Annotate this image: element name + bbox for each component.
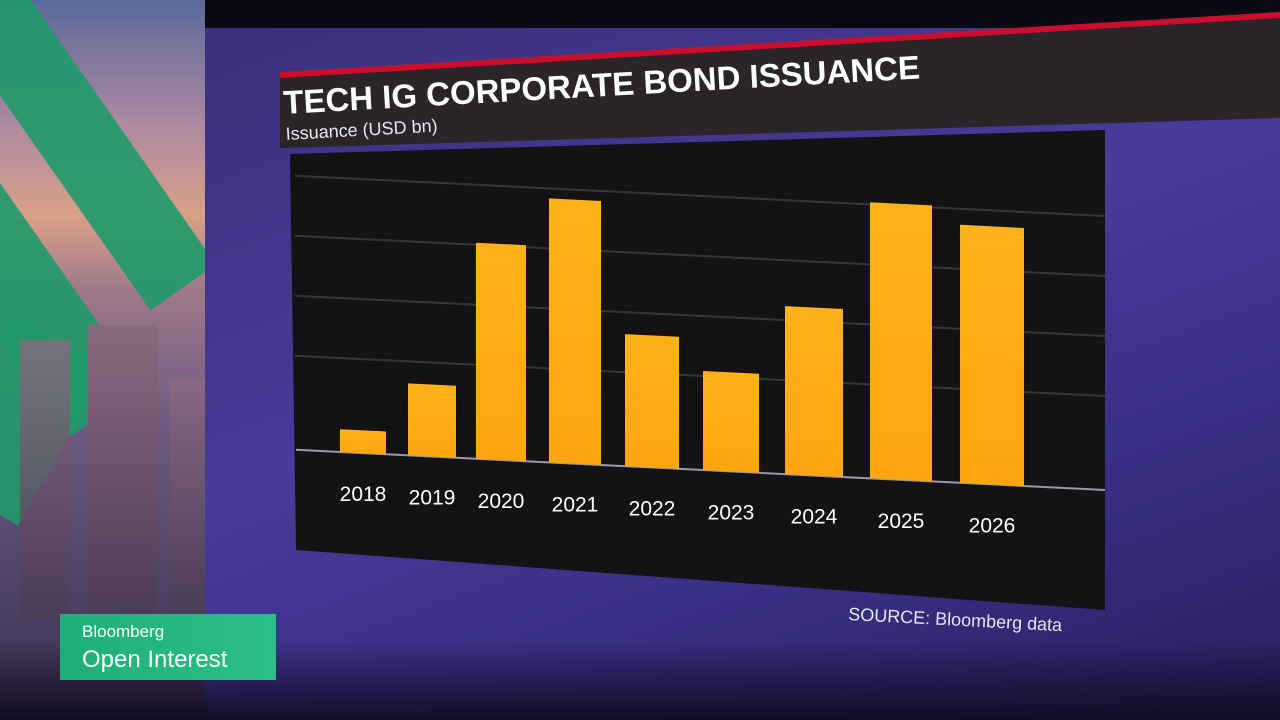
bar-2025 <box>870 202 932 482</box>
x-tick-label: 2026 <box>969 514 1016 537</box>
x-tick-label: 2024 <box>791 506 838 529</box>
x-tick-label: 2020 <box>478 490 525 513</box>
x-tick-label: 2023 <box>708 501 755 524</box>
x-tick-label: 2019 <box>409 487 456 510</box>
x-tick-label: 2021 <box>552 494 599 517</box>
bar-2020 <box>476 242 526 462</box>
x-tick-label: 2022 <box>629 497 676 520</box>
title-accent-line <box>280 12 1280 78</box>
gridline <box>294 174 1106 217</box>
bars <box>340 198 1024 487</box>
source-note: SOURCE: Bloomberg data <box>848 604 1064 635</box>
bar-2019 <box>408 383 456 458</box>
x-tick-label: 2025 <box>878 510 925 533</box>
bar-2021 <box>549 198 601 465</box>
x-tick-labels: 2018 2019 2020 2021 2022 2023 2024 2025 2026 <box>340 483 1016 537</box>
show-name: Open Interest <box>82 646 228 673</box>
backdrop-building <box>170 380 210 620</box>
bar-2026 <box>960 224 1024 487</box>
bar-2024 <box>785 306 843 477</box>
backdrop-building <box>88 325 158 625</box>
studio-city-backdrop <box>0 0 220 720</box>
bar-2022 <box>625 334 679 469</box>
x-tick-label: 2018 <box>340 483 387 506</box>
title-bar <box>280 14 1280 148</box>
bar-2018 <box>340 429 386 455</box>
backdrop-building <box>20 340 70 620</box>
show-branding: Bloomberg Open Interest <box>60 614 276 680</box>
bar-2023 <box>703 371 759 473</box>
network-name: Bloomberg <box>82 622 165 641</box>
